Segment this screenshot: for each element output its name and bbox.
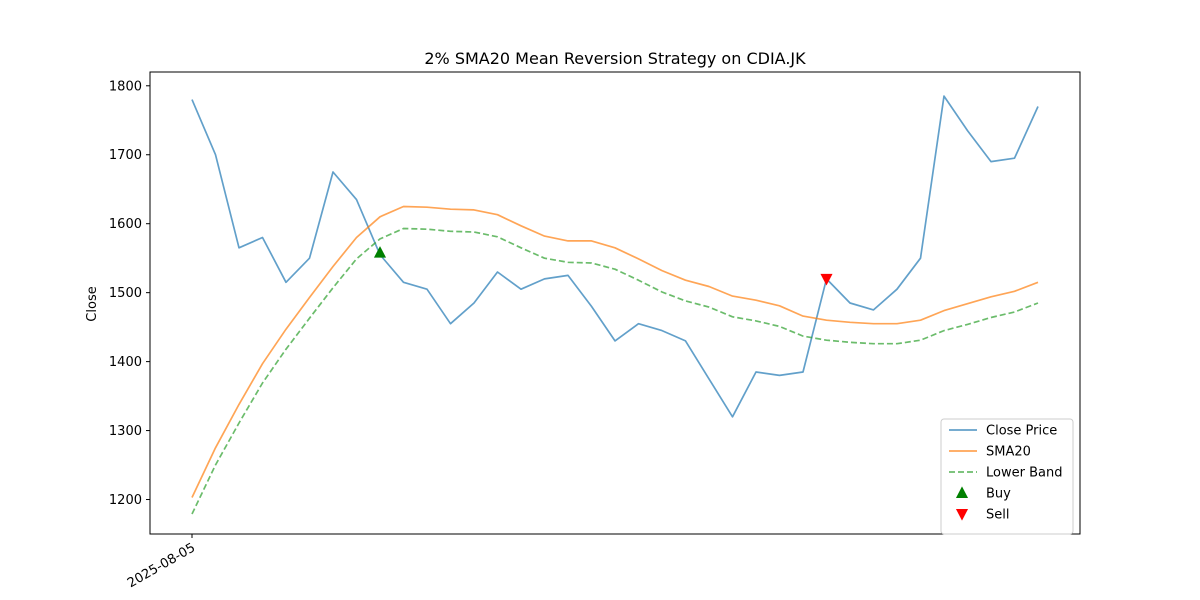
y-axis: 1200 1300 1400 1500 1600 1700 1800 bbox=[109, 79, 150, 508]
y-tick-label: 1800 bbox=[109, 79, 142, 94]
y-tick-label: 1200 bbox=[109, 493, 142, 508]
legend-label-lower-band: Lower Band bbox=[986, 466, 1062, 481]
plot-area bbox=[191, 95, 1039, 515]
chart-title: 2% SMA20 Mean Reversion Strategy on CDIA… bbox=[424, 49, 806, 68]
legend-box bbox=[940, 418, 1074, 535]
sell-marker bbox=[820, 273, 833, 286]
legend-label-sell: Sell bbox=[986, 508, 1009, 523]
y-tick-label: 1300 bbox=[109, 424, 142, 439]
series-line-close-price bbox=[191, 95, 1039, 418]
x-axis: 2025-08-05 bbox=[125, 534, 198, 591]
y-tick-label: 1600 bbox=[109, 217, 142, 232]
buy-marker bbox=[373, 246, 387, 258]
legend-label-sma20: SMA20 bbox=[986, 445, 1031, 460]
legend-label-close-price: Close Price bbox=[986, 424, 1057, 439]
legend-label-buy: Buy bbox=[986, 487, 1011, 502]
y-tick-label: 1500 bbox=[109, 286, 142, 301]
legend-swatch-sell bbox=[955, 509, 969, 521]
x-tick-label: 2025-08-05 bbox=[125, 540, 198, 591]
plot-frame bbox=[149, 71, 1081, 535]
series-line-lower-band bbox=[191, 227, 1039, 515]
y-axis-label: Close bbox=[85, 286, 100, 321]
legend: Close Price SMA20 Lower Band Buy Sell bbox=[940, 418, 1074, 535]
legend-swatch-buy bbox=[955, 486, 969, 498]
y-tick-label: 1700 bbox=[109, 148, 142, 163]
y-tick-label: 1400 bbox=[109, 355, 142, 370]
series-line-sma20 bbox=[191, 205, 1039, 498]
